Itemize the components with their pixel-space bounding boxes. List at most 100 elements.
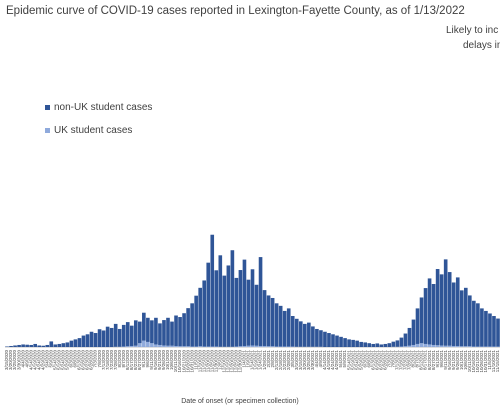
bar xyxy=(435,345,440,347)
x-tick-label: 12/15/2020 xyxy=(226,350,231,373)
bar xyxy=(488,313,492,347)
bar xyxy=(399,337,404,347)
bar xyxy=(286,346,291,347)
bar xyxy=(496,318,500,347)
x-tick-label: 4/4/2021 xyxy=(314,350,319,368)
x-tick-label: 10/21/2021 xyxy=(475,350,480,373)
bar xyxy=(242,345,247,347)
bar xyxy=(166,345,170,347)
bar xyxy=(142,312,146,341)
bar xyxy=(85,334,90,347)
x-tick-label: 6/13/2021 xyxy=(370,350,375,371)
x-tick-label: 4/24/2021 xyxy=(330,350,335,371)
bar xyxy=(411,319,416,345)
x-tick-label: 9/6/2021 xyxy=(439,350,444,368)
bar xyxy=(488,346,492,347)
x-tick-label: 3/15/2021 xyxy=(298,350,303,371)
x-tick-label: 1/4/2021 xyxy=(242,350,247,368)
chart-title: Epidemic curve of COVID-19 cases reporte… xyxy=(6,5,465,17)
bar xyxy=(435,269,440,346)
x-tick-label: 7/3/2020 xyxy=(93,350,98,368)
x-tick-label: 4/19/2020 xyxy=(32,350,37,371)
bar xyxy=(443,259,448,346)
bar xyxy=(146,317,150,342)
bar xyxy=(150,320,154,344)
x-tick-label: 5/19/2020 xyxy=(57,350,62,371)
annotation: delays in xyxy=(463,40,500,51)
bar xyxy=(186,308,190,347)
bar xyxy=(278,346,283,347)
x-tick-label: 8/7/2021 xyxy=(415,350,420,368)
bar xyxy=(463,287,468,347)
x-tick-label: 9/1/2021 xyxy=(435,350,440,368)
bar xyxy=(182,346,186,347)
x-tick-label: 9/21/2020 xyxy=(157,350,162,371)
bar xyxy=(190,303,194,347)
x-tick-label: 6/28/2021 xyxy=(382,350,387,371)
x-tick-label: 4/4/2020 xyxy=(20,350,25,368)
x-tick-label: 9/26/2021 xyxy=(455,350,460,371)
x-tick-label: 7/13/2021 xyxy=(395,350,400,371)
bar xyxy=(230,250,235,347)
bar xyxy=(472,300,476,347)
x-tick-label: 7/28/2020 xyxy=(113,350,118,371)
bar xyxy=(395,340,400,347)
bar xyxy=(371,343,376,347)
bar xyxy=(210,346,215,347)
bar xyxy=(41,345,46,347)
legend-swatch xyxy=(45,105,50,110)
bar xyxy=(178,317,182,347)
bar xyxy=(266,346,271,347)
x-tick-label: 12/20/2020 xyxy=(230,350,235,373)
x-tick-label: 11/15/2020 xyxy=(201,350,206,373)
bar xyxy=(258,257,263,346)
bar xyxy=(222,275,227,347)
bar xyxy=(343,338,347,347)
bar xyxy=(242,259,247,346)
bar xyxy=(93,333,98,347)
legend-swatch xyxy=(45,128,50,133)
x-tick-label: 2/18/2021 xyxy=(278,350,283,371)
x-tick-label: 3/10/2021 xyxy=(294,350,299,371)
x-tick-label: 10/11/2021 xyxy=(467,350,472,373)
bar xyxy=(476,303,480,347)
bar xyxy=(331,334,335,347)
bar xyxy=(407,327,412,346)
bar xyxy=(359,341,363,347)
bar xyxy=(210,234,215,347)
x-tick-label: 2/13/2021 xyxy=(274,350,279,371)
bar xyxy=(298,321,303,347)
bar xyxy=(154,344,158,347)
x-tick-label: 2/23/2021 xyxy=(282,350,287,371)
bar xyxy=(214,270,219,347)
x-tick-label: 8/2/2021 xyxy=(411,350,416,368)
x-tick-label: 3/20/2021 xyxy=(302,350,307,371)
bar xyxy=(246,279,251,346)
bar xyxy=(138,321,142,344)
x-tick-label: 10/6/2021 xyxy=(463,350,468,371)
bar xyxy=(129,345,134,347)
x-tick-label: 12/30/2020 xyxy=(238,350,243,373)
bar xyxy=(339,336,343,347)
x-tick-label: 3/30/2020 xyxy=(16,350,21,371)
bar xyxy=(415,308,420,344)
x-tick-label: 11/25/2020 xyxy=(209,350,214,373)
bar xyxy=(274,303,279,347)
bar xyxy=(246,345,251,347)
x-tick-label: 5/19/2021 xyxy=(350,350,355,371)
x-tick-label: 6/3/2020 xyxy=(69,350,74,368)
legend-label: UK student cases xyxy=(54,125,132,136)
x-tick-label: 5/29/2020 xyxy=(65,350,70,371)
x-tick-label: 6/18/2020 xyxy=(81,350,86,371)
x-tick-label: 6/23/2020 xyxy=(85,350,90,371)
bar xyxy=(459,346,464,347)
x-tick-label: 10/11/2020 xyxy=(173,350,178,373)
bar xyxy=(206,262,211,347)
x-axis-title: Date of onset (or specimen collection) xyxy=(181,398,299,405)
bar xyxy=(186,346,190,347)
x-tick-label: 9/6/2020 xyxy=(145,350,150,368)
bar xyxy=(73,339,78,347)
x-tick-label: 1/29/2021 xyxy=(262,350,267,371)
x-tick-label: 11/30/2020 xyxy=(213,350,218,373)
bar xyxy=(447,272,452,346)
